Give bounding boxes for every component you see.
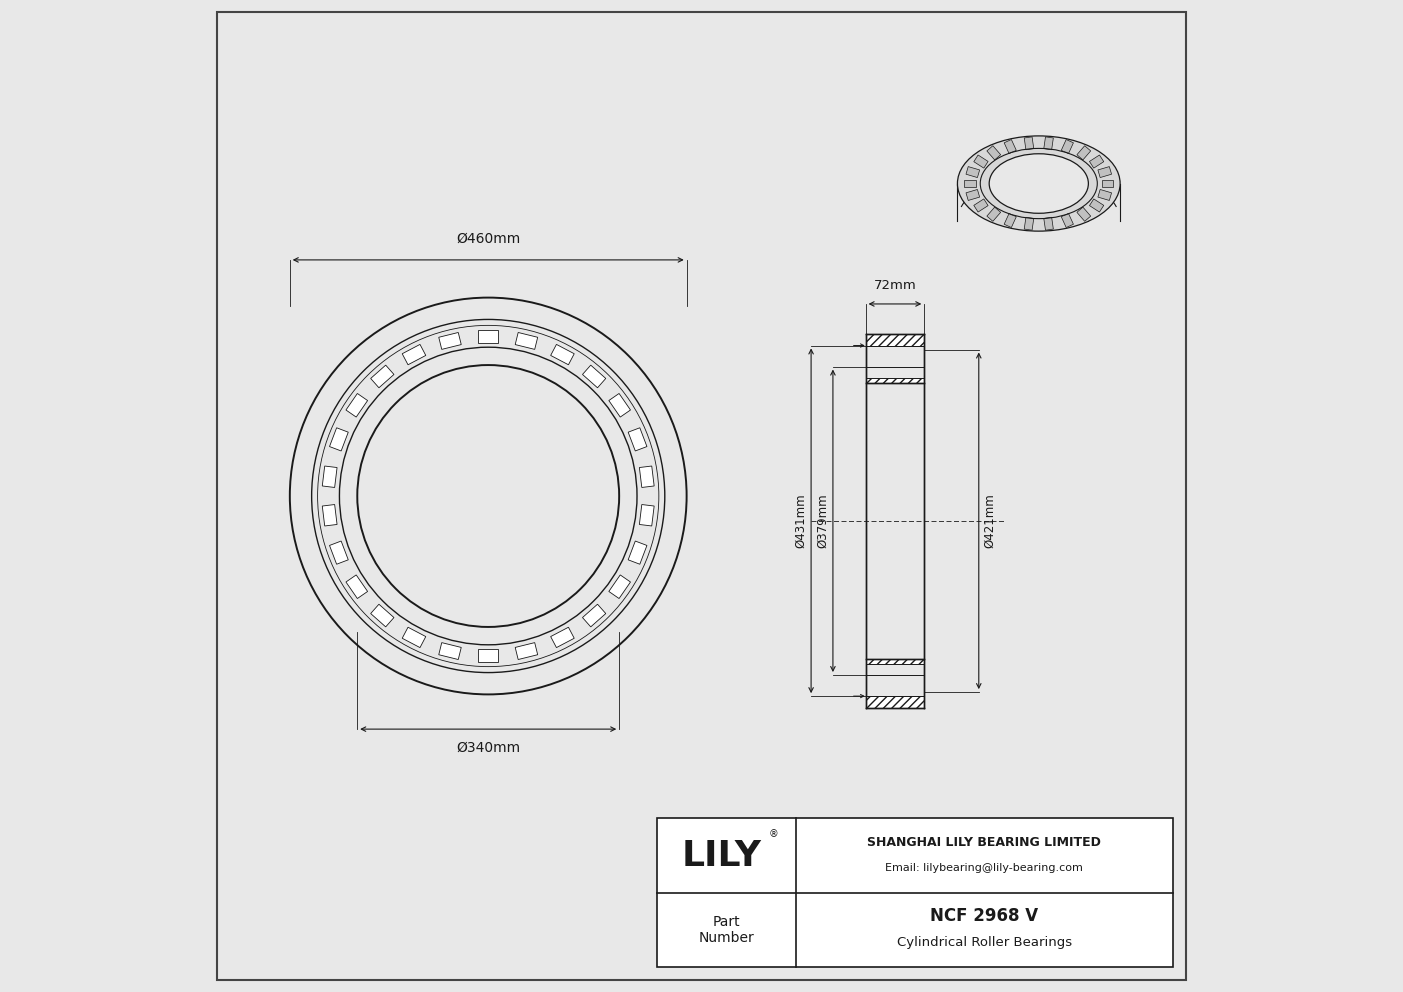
Text: Ø340mm: Ø340mm (456, 741, 521, 755)
Polygon shape (478, 330, 498, 342)
Text: 72mm: 72mm (874, 279, 916, 292)
Polygon shape (330, 541, 348, 564)
Polygon shape (403, 344, 425, 365)
Text: SHANGHAI LILY BEARING LIMITED: SHANGHAI LILY BEARING LIMITED (867, 836, 1101, 849)
Polygon shape (323, 505, 337, 526)
Polygon shape (1099, 167, 1111, 178)
Polygon shape (866, 659, 925, 664)
Polygon shape (1078, 146, 1090, 160)
Polygon shape (1044, 217, 1054, 230)
Polygon shape (640, 466, 654, 487)
Polygon shape (439, 332, 462, 349)
Polygon shape (347, 575, 368, 598)
Polygon shape (403, 627, 425, 648)
Polygon shape (550, 344, 574, 365)
Polygon shape (515, 643, 537, 660)
Text: Ø460mm: Ø460mm (456, 232, 521, 246)
Polygon shape (640, 505, 654, 526)
Polygon shape (1090, 199, 1104, 212)
Polygon shape (609, 394, 630, 417)
Polygon shape (370, 604, 394, 627)
Text: Ø379mm: Ø379mm (817, 493, 829, 549)
Bar (657, 818, 1173, 967)
Polygon shape (1005, 213, 1016, 227)
Polygon shape (967, 189, 979, 200)
Polygon shape (1061, 140, 1073, 154)
Polygon shape (1024, 217, 1034, 230)
Polygon shape (1090, 155, 1104, 168)
Polygon shape (515, 332, 537, 349)
Text: ®: ® (769, 828, 779, 839)
Polygon shape (986, 207, 1000, 221)
Text: Email: lilybearing@lily-bearing.com: Email: lilybearing@lily-bearing.com (885, 863, 1083, 874)
Polygon shape (609, 575, 630, 598)
Text: NCF 2968 V: NCF 2968 V (930, 907, 1038, 926)
Polygon shape (974, 199, 988, 212)
Text: Ø421mm: Ø421mm (982, 493, 996, 549)
Ellipse shape (957, 136, 1120, 231)
Polygon shape (967, 167, 979, 178)
Polygon shape (550, 627, 574, 648)
Polygon shape (866, 333, 925, 345)
Polygon shape (1005, 140, 1016, 154)
Polygon shape (866, 378, 925, 383)
Polygon shape (629, 541, 647, 564)
Polygon shape (974, 155, 988, 168)
Polygon shape (478, 650, 498, 662)
Polygon shape (1099, 189, 1111, 200)
Polygon shape (347, 394, 368, 417)
Text: Part
Number: Part Number (699, 915, 755, 945)
Polygon shape (1044, 137, 1054, 150)
Polygon shape (370, 365, 394, 388)
Polygon shape (1101, 180, 1114, 187)
Polygon shape (439, 643, 462, 660)
Polygon shape (986, 146, 1000, 160)
Polygon shape (1061, 213, 1073, 227)
Text: Cylindrical Roller Bearings: Cylindrical Roller Bearings (897, 936, 1072, 949)
Text: LILY: LILY (682, 838, 762, 873)
Polygon shape (629, 428, 647, 451)
Polygon shape (330, 428, 348, 451)
Text: Ø431mm: Ø431mm (794, 493, 807, 549)
Polygon shape (582, 365, 606, 388)
Ellipse shape (989, 154, 1089, 213)
Polygon shape (1078, 207, 1090, 221)
Polygon shape (964, 180, 976, 187)
Polygon shape (582, 604, 606, 627)
Polygon shape (323, 466, 337, 487)
Polygon shape (1024, 137, 1034, 150)
Polygon shape (866, 696, 925, 708)
